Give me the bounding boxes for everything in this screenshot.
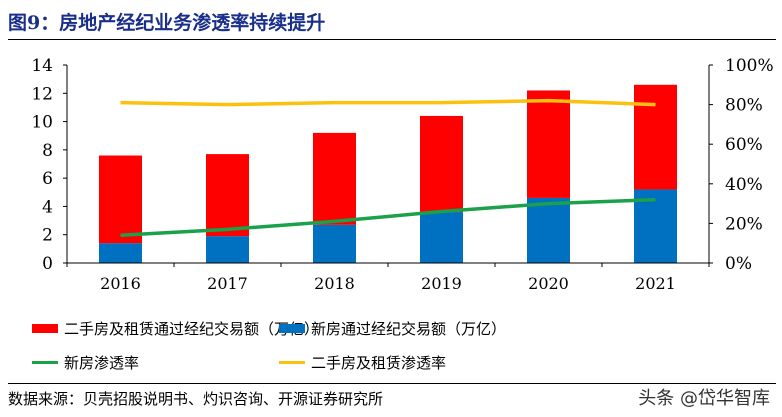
x-tick-label: 2017: [207, 274, 248, 293]
y2-tick-label: 20%: [725, 214, 763, 234]
source-note: 数据来源：贝壳招股说明书、灼识咨询、开源证券研究所: [8, 390, 384, 408]
y-tick-label: 14: [31, 56, 53, 76]
line-secondhand-rate: [120, 98, 656, 107]
bar-new: [206, 236, 249, 263]
legend-label: 二手房及租赁渗透率: [311, 354, 447, 372]
legend-swatch: [279, 361, 305, 364]
bar-secondhand: [527, 90, 570, 198]
y-tick-label: 0: [42, 254, 53, 274]
legend-swatch: [32, 324, 58, 333]
y2-tick-label: 0%: [725, 254, 752, 274]
y2-tick-label: 80%: [725, 96, 763, 116]
chart-plot: 0 2 4 6 8 10 12 14 0% 20% 40% 60% 80% 100% 2016 2017 201…: [31, 56, 774, 293]
x-tick-label: 2020: [528, 274, 569, 293]
bar-secondhand: [420, 115, 463, 213]
y2-tick-label: 60%: [725, 135, 763, 155]
legend-swatch: [32, 361, 58, 364]
legend-secondhand-rate: 二手房及租赁渗透率: [279, 352, 446, 373]
y-tick-label: 4: [42, 197, 53, 217]
bar-new: [99, 243, 142, 263]
x-tick-label: 2018: [314, 274, 355, 293]
bar-new: [313, 224, 356, 263]
legend-new-rate: 新房渗透率: [32, 352, 139, 373]
y-tick-label: 2: [42, 226, 53, 246]
legend-secondhand-amount: 二手房及租赁通过经纪交易额（万亿）: [32, 318, 319, 339]
x-tick-label: 2016: [100, 274, 141, 293]
line-new-rate: [120, 197, 656, 238]
legend-label: 新房通过经纪交易额（万亿）: [311, 320, 507, 338]
watermark: 头条 @岱华智库: [638, 388, 770, 409]
figure-title: 图9：房地产经纪业务渗透率持续提升: [8, 12, 326, 34]
y-tick-label: 6: [42, 169, 53, 189]
x-tick-label: 2019: [421, 274, 462, 293]
source-rule: [8, 383, 776, 384]
y2-tick-label: 100%: [725, 56, 774, 76]
y-tick-label: 10: [31, 113, 53, 133]
bar-secondhand: [634, 84, 677, 190]
legend-label: 新房渗透率: [64, 354, 140, 372]
bar-secondhand: [99, 155, 142, 244]
bar-secondhand: [313, 132, 356, 225]
bar-new: [527, 197, 570, 263]
legend-label: 二手房及租赁通过经纪交易额（万亿）: [64, 320, 320, 338]
y-tick-label: 8: [42, 141, 53, 161]
y2-tick-label: 40%: [725, 175, 763, 195]
bar-new: [420, 212, 463, 263]
y-tick-label: 12: [31, 84, 53, 104]
legend-swatch: [279, 324, 305, 333]
title-rule: [8, 39, 776, 40]
x-tick-label: 2021: [635, 274, 676, 293]
legend-new-amount: 新房通过经纪交易额（万亿）: [279, 318, 506, 339]
bar-secondhand: [206, 154, 249, 237]
